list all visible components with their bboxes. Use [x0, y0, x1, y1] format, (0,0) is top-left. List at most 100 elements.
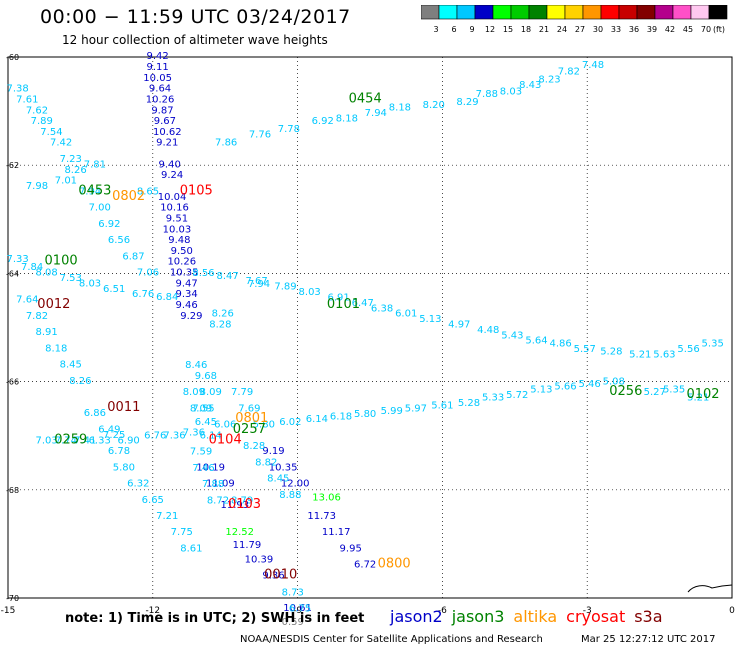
wave-height-value: 5.99 — [381, 406, 403, 417]
wave-height-value: 9.11 — [146, 62, 168, 73]
wave-height-value: 5.21 — [687, 393, 709, 404]
wave-height-value: 8.82 — [255, 457, 277, 468]
wave-height-value: 11.93 — [221, 500, 250, 511]
wave-height-value: 7.78 — [278, 124, 300, 135]
legend-tick-label: 39 — [647, 25, 657, 34]
legend-tick-label: 21 — [539, 25, 549, 34]
lat-tick-label: -68 — [6, 486, 19, 495]
wave-height-value: 5.57 — [574, 344, 596, 355]
track-time-label: 0010 — [264, 568, 297, 583]
wave-height-value: 4.48 — [477, 325, 499, 336]
wave-height-value: 9.47 — [175, 278, 197, 289]
track-time-label: 0011 — [107, 400, 140, 415]
wave-height-value: 8.88 — [279, 490, 301, 501]
wave-height-value: 5.27 — [644, 387, 666, 398]
wave-height-value: 7.42 — [50, 138, 72, 149]
legend-tick-label: 6 — [451, 25, 456, 34]
wave-height-value: 10.61 — [283, 603, 312, 614]
wave-height-value: 5.43 — [501, 330, 523, 341]
legend-tick-label: 27 — [575, 25, 585, 34]
wave-height-value: 8.03 — [500, 86, 522, 97]
wave-height-value: 7.01 — [55, 176, 77, 187]
wave-height-value: 5.56 — [677, 344, 699, 355]
wave-height-value: 6.45 — [195, 417, 217, 428]
wave-height-value: 7.75 — [171, 527, 193, 538]
track-time-label: 0105 — [180, 183, 213, 198]
wave-height-value: 5.97 — [405, 403, 427, 414]
wave-height-value: 8.26 — [212, 309, 234, 320]
wave-height-value: 10.05 — [143, 73, 172, 84]
wave-height-value: 9.40 — [159, 159, 181, 170]
track-time-label: 0104 — [209, 432, 242, 447]
wave-height-value: 8.72 — [207, 495, 229, 506]
lon-tick-label: -12 — [145, 606, 160, 616]
legend-tick-label: 33 — [611, 25, 621, 34]
wave-height-value: 6.90 — [118, 435, 140, 446]
wave-height-value: 6.38 — [371, 303, 393, 314]
wave-height-value: 8.28 — [209, 320, 231, 331]
wave-height-value: 9.87 — [151, 105, 173, 116]
wave-height-value: 7.53 — [60, 273, 82, 284]
wave-height-value: 5.61 — [431, 401, 453, 412]
track-time-label: 0453 — [78, 183, 111, 198]
wave-height-value: 7.69 — [238, 403, 260, 414]
lon-tick-label: -6 — [438, 606, 447, 616]
wave-height-value: 6.87 — [122, 251, 144, 262]
mission-label: altika — [513, 607, 558, 626]
wave-height-value: 8.65 — [137, 186, 159, 197]
wave-height-value: 7.25 — [103, 430, 125, 441]
wave-height-value: 6.65 — [142, 495, 164, 506]
legend-tick-label: 30 — [593, 25, 603, 34]
wave-height-value: 9.64 — [149, 84, 171, 95]
legend-tick-label: 15 — [503, 25, 513, 34]
lat-tick-label: -66 — [6, 378, 19, 387]
lat-tick-label: -70 — [6, 594, 19, 603]
wave-height-value: 9.19 — [262, 446, 284, 457]
wave-height-value: 8.03 — [299, 287, 321, 298]
wave-height-value: 7.03 — [35, 435, 57, 446]
wave-height-value: 6.91 — [327, 292, 349, 303]
wave-height-value: 8.47 — [216, 271, 238, 282]
wave-height-value: 7.74 — [55, 435, 77, 446]
wave-height-value: 10.19 — [196, 462, 225, 473]
wave-height-value: 7.36 — [163, 430, 185, 441]
track-time-label: 0801 — [235, 411, 268, 426]
wave-height-value: 5.35 — [702, 338, 724, 349]
map-title: 00:00 − 11:59 UTC 03/24/2017 — [40, 6, 351, 28]
color-scale-legend: 3 6 9 12 15 18 21 24 27 30 33 36 39 42 45 70 (ft) — [421, 5, 728, 34]
wave-height-value: 7.79 — [231, 387, 253, 398]
wave-height-value: 7.94 — [365, 108, 387, 119]
wave-height-value: 6.92 — [312, 116, 334, 127]
lat-tick-label: -62 — [6, 161, 19, 170]
wave-height-value: 8.29 — [456, 97, 478, 108]
track-time-label: 0800 — [378, 557, 411, 572]
track-time-label: 0454 — [349, 91, 382, 106]
wave-height-value: 11.17 — [322, 527, 351, 538]
wave-height-value: 5.35 — [663, 384, 685, 395]
wave-height-value: 13.06 — [312, 493, 341, 504]
wave-height-value: 6.86 — [84, 408, 106, 419]
wave-height-value: 6.75 — [289, 604, 311, 615]
wave-height-value: 12.52 — [225, 527, 254, 538]
lon-tick-label: 0 — [729, 606, 735, 616]
wave-height-value: 5.80 — [253, 420, 275, 431]
track-time-label: 0256 — [609, 384, 642, 399]
wave-height-value: 6.72 — [354, 560, 376, 571]
mission-label: jason3 — [451, 607, 505, 626]
wave-height-value: 8.09 — [183, 387, 205, 398]
wave-height-value: 10.16 — [160, 203, 189, 214]
wave-height-value: 6.51 — [103, 284, 125, 295]
wave-height-value: 7.82 — [558, 66, 580, 77]
wave-height-value: 6.92 — [98, 219, 120, 230]
mission-label: cryosat — [566, 607, 626, 626]
mission-label: jason2 — [390, 607, 443, 626]
wave-height-value: 10.26 — [146, 94, 175, 105]
wave-height-value: 7.38 — [7, 84, 29, 95]
map-subtitle: 12 hour collection of altimeter wave hei… — [62, 33, 328, 47]
wave-height-value: 12.00 — [281, 479, 310, 490]
wave-height-value: 7.33 — [7, 254, 29, 265]
wave-height-value: 5.21 — [629, 349, 651, 360]
wave-height-value: 6.14 — [306, 414, 328, 425]
track-time-label: 0259 — [54, 432, 87, 447]
